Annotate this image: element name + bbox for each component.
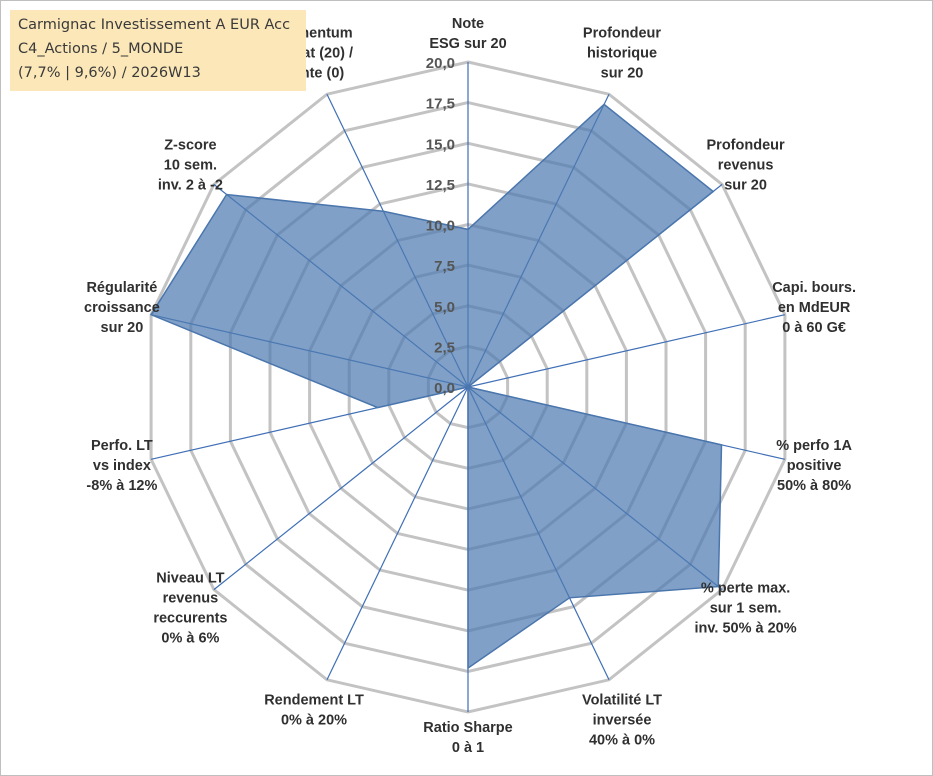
tick-label: 10,0 [426,218,455,235]
axis-label-line: croissance [84,300,160,316]
tick-label: 7,5 [434,258,455,275]
axis-label-line: 50% à 80% [777,478,851,494]
tick-label: 0,0 [434,380,455,397]
axis-label-line: inv. 2 à -2 [158,178,223,194]
fund-stats: (7,7% | 9,6%) / 2026W13 [18,65,201,81]
axis-label-line: Z-score [164,138,216,154]
axis-label-line: Perfo. LT [91,438,153,454]
axis-label: % perte max. sur 1 sem. inv. 50% à 20% [695,580,797,636]
fund-info-box: Carmignac Investissement A EUR Acc C4_Ac… [10,10,306,91]
axis-label-line: 10 sem. [164,158,217,174]
axis-label-line: Capi. bours. [772,280,856,296]
axis-spoke [326,386,469,681]
tick-label: 5,0 [434,299,455,316]
axis-label: % perfo 1A positive 50% à 80% [776,438,852,494]
axis-label-line: 0% à 6% [161,630,219,646]
axis-label-line: % perfo 1A [776,438,852,454]
axis-label: Rendement LT 0% à 20% [264,693,364,729]
axis-label-line: sur 1 sem. [710,600,782,616]
axis-label-line: Niveau LT [156,570,224,586]
tick-labels: 0,0 2,5 5,0 7,5 10,0 12,5 15,0 17,5 20,0 [426,55,455,397]
axis-label-line: en MdEUR [778,300,851,316]
axis-label-line: vs index [93,458,151,474]
axis-label-line: Profondeur [707,138,785,154]
tick-label: 20,0 [426,55,455,72]
axis-label-line: 40% à 0% [589,733,655,749]
axis-label-line: sur 20 [101,320,144,336]
axis-label-line: reccurents [153,610,227,626]
axis-label-line: Rendement LT [264,693,364,709]
series [149,103,723,670]
axis-label-line: inversée [593,713,652,729]
axis-spoke [213,386,469,591]
fund-category: C4_Actions / 5_MONDE [18,41,184,57]
axis-label-line: inv. 50% à 20% [695,620,797,636]
tick-label: 15,0 [426,136,455,153]
series-area [149,103,723,670]
axis-label: Régularité croissance sur 20 [84,280,160,336]
axis-label-line: Note [452,16,484,32]
axis-label: Profondeur historique sur 20 [583,25,661,81]
axis-label-line: 0% à 20% [281,713,347,729]
axis-label: Z-score 10 sem. inv. 2 à -2 [158,138,223,194]
fund-name: Carmignac Investissement A EUR Acc [18,17,291,33]
axis-label-line: sur 20 [724,178,767,194]
axis-label: Ratio Sharpe 0 à 1 [423,720,512,756]
axis-label-line: ESG sur 20 [429,36,506,52]
tick-label: 2,5 [434,339,455,356]
axis-label-line: Volatilité LT [582,693,662,709]
axis-label-line: -8% à 12% [86,478,157,494]
axis-labels: Note ESG sur 20 Profondeur historique sur 20… [84,16,856,756]
axis-label-line: sur 20 [601,65,644,81]
tick-label: 17,5 [426,96,455,113]
axis-label-line: revenus [163,590,219,606]
axis-label-line: Profondeur [583,25,661,41]
axis-label-line: 0 à 1 [452,740,484,756]
axis-label: Niveau LT revenus reccurents 0% à 6% [153,570,227,646]
axis-label: Note ESG sur 20 [429,16,506,52]
axis-label: Volatilité LT inversée 40% à 0% [582,693,662,749]
axis-label-line: positive [787,458,842,474]
axis-label-line: revenus [718,158,774,174]
axis-label-line: 0 à 60 G€ [782,320,846,336]
axis-label-line: Régularité [86,280,157,296]
axis-label-line: Ratio Sharpe [423,720,512,736]
tick-label: 12,5 [426,177,455,194]
axis-label: Profondeur revenus sur 20 [707,138,785,194]
axis-label-line: historique [587,45,657,61]
axis-label: Perfo. LT vs index -8% à 12% [86,438,157,494]
axis-spoke [467,314,786,388]
axis-label-line: % perte max. [701,580,790,596]
axis-label: Capi. bours. en MdEUR 0 à 60 G€ [772,280,856,336]
